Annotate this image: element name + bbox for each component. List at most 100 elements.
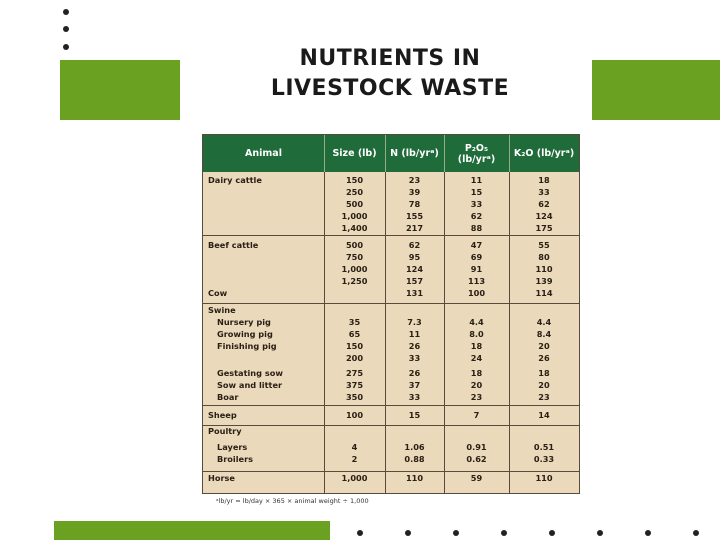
bullet-dot [405,530,411,536]
cell-n: 37 [408,380,421,390]
bullet-dot [453,530,459,536]
cell-n: 1.06 [404,442,425,452]
cell-animal: Beef cattle [208,240,259,250]
cell-k2o: 110 [535,264,553,274]
column-divider [444,172,445,493]
cell-n: 62 [408,240,421,250]
cell-k2o: 0.51 [533,442,555,452]
cell-animal: Sow and litter [217,380,283,390]
cell-animal: Growing pig [217,329,273,339]
cell-p2o5: 62 [470,211,483,221]
cell-animal: Finishing pig [217,341,277,351]
cell-p2o5: 8.0 [469,329,484,339]
cell-k2o: 33 [538,187,550,197]
cell-animal: Dairy cattle [208,175,262,185]
cell-k2o: 4.4 [536,317,552,327]
cell-size: 375 [345,380,364,390]
header-k2o: K₂O (lb/yrᵃ) [513,148,575,159]
cell-p2o5: 69 [470,252,483,262]
cell-size: 150 [345,341,364,351]
cell-n: 131 [405,288,424,298]
cell-animal: Swine [208,305,236,315]
cell-size: 1,250 [341,276,368,286]
cell-p2o5: 24 [470,353,483,363]
cell-k2o: 124 [535,211,553,221]
column-divider [509,172,510,493]
column-divider [385,135,386,172]
cell-n: 78 [408,199,421,209]
cell-k2o: 18 [538,175,550,185]
cell-size: 1,000 [341,264,368,274]
bullet-dot [357,530,363,536]
cell-k2o: 62 [538,199,550,209]
header-animal: Animal [245,148,282,159]
cell-n: 7.3 [407,317,422,327]
cell-p2o5: 59 [470,473,483,483]
cell-size: 500 [345,199,364,209]
cell-p2o5: 20 [470,380,483,390]
cell-size: 750 [345,252,364,262]
row-separator [203,471,579,472]
cell-size: 4 [351,442,358,452]
bullet-dot [645,530,651,536]
cell-n: 11 [408,329,421,339]
header-size: Size (lb) [332,148,377,159]
slide-title: NUTRIENTS IN LIVESTOCK WASTE [200,44,580,104]
cell-size: 2 [351,454,358,464]
green-accent-block-right [592,60,720,120]
cell-k2o: 20 [538,380,550,390]
column-divider [324,135,325,172]
cell-p2o5: 18 [470,341,483,351]
cell-animal: Cow [208,288,228,298]
table-footnote: ᵃlb/yr = lb/day × 365 × animal weight ÷ … [216,497,369,505]
cell-k2o: 14 [538,410,550,420]
cell-n: 26 [408,368,421,378]
cell-p2o5: 0.91 [466,442,487,452]
cell-p2o5: 4.4 [469,317,484,327]
cell-p2o5: 100 [467,288,486,298]
cell-n: 39 [408,187,421,197]
cell-k2o: 18 [538,368,550,378]
cell-k2o: 55 [538,240,550,250]
cell-p2o5: 18 [470,368,483,378]
cell-animal: Sheep [208,410,237,420]
cell-animal: Boar [217,392,239,402]
bullet-dot [597,530,603,536]
column-divider [444,135,445,172]
cell-k2o: 110 [535,473,553,483]
cell-p2o5: 33 [470,199,483,209]
cell-animal: Gestating sow [217,368,283,378]
bullet-dot [63,44,69,50]
cell-n: 23 [408,175,421,185]
cell-n: 15 [408,410,421,420]
cell-n: 95 [408,252,421,262]
cell-n: 33 [408,392,421,402]
cell-n: 157 [405,276,424,286]
cell-animal: Nursery pig [217,317,271,327]
cell-k2o: 0.33 [533,454,555,464]
cell-n: 155 [405,211,424,221]
title-line-2: LIVESTOCK WASTE [270,76,510,101]
cell-p2o5: 47 [470,240,483,250]
bullet-dot [63,26,69,32]
bullet-dot [63,9,69,15]
row-separator [203,235,579,236]
cell-size: 65 [348,329,361,339]
cell-p2o5: 23 [470,392,483,402]
title-line-1: NUTRIENTS IN [299,46,481,71]
header-n: N (lb/yrᵃ) [390,148,439,159]
cell-size: 500 [345,240,364,250]
cell-p2o5: 0.62 [466,454,487,464]
cell-p2o5: 91 [470,264,483,274]
cell-k2o: 20 [538,341,550,351]
cell-animal: Layers [217,442,248,452]
cell-p2o5: 15 [470,187,483,197]
cell-size: 1,000 [341,473,368,483]
cell-k2o: 175 [535,223,553,233]
cell-size: 250 [345,187,364,197]
nutrients-table: Animal Size (lb) N (lb/yrᵃ) P₂O₅ (lb/yrᵃ… [202,134,580,494]
cell-size: 1,000 [341,211,368,221]
table-header: Animal Size (lb) N (lb/yrᵃ) P₂O₅ (lb/yrᵃ… [203,135,579,172]
cell-n: 217 [405,223,424,233]
column-divider [324,172,325,493]
